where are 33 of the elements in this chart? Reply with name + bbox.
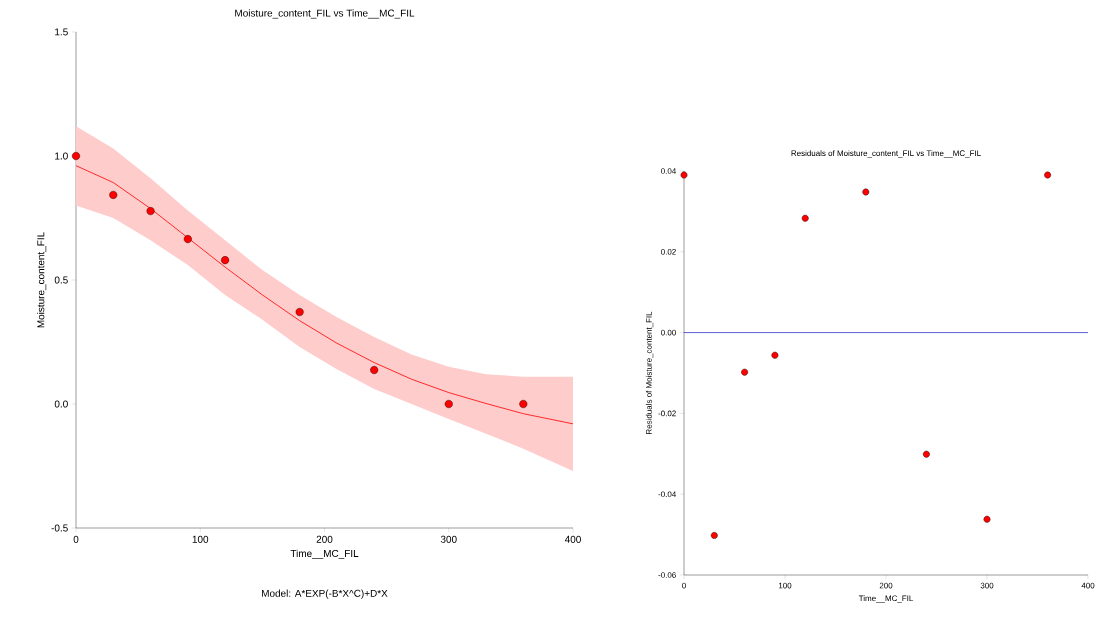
point xyxy=(862,188,870,196)
point xyxy=(221,256,230,265)
point xyxy=(680,171,688,179)
point xyxy=(109,190,118,199)
y-tick-label: 0.5 xyxy=(54,276,68,284)
x-tick-label: 100 xyxy=(192,535,209,543)
point xyxy=(146,207,155,216)
point xyxy=(295,307,304,316)
y-tick-label: 1.0 xyxy=(55,152,68,160)
point xyxy=(183,235,192,244)
point xyxy=(519,400,528,408)
chart-title: Moisture_content_FIL vs Time__MC_FIL xyxy=(235,9,415,19)
point xyxy=(710,532,718,539)
x-axis-title: Time__MC_FIL xyxy=(290,549,359,559)
x-tick-label: 0 xyxy=(73,535,79,543)
x-tick-label: 300 xyxy=(440,535,457,543)
x-tick-label: 200 xyxy=(316,535,333,543)
text: Model: A*EXP(-B*X^C)+D*X xyxy=(262,589,388,599)
point xyxy=(801,214,809,222)
point xyxy=(444,400,453,408)
y-axis-title: Moisture_content_FIL xyxy=(37,232,47,328)
point xyxy=(923,450,930,458)
y-tick-label: 0.0 xyxy=(54,400,68,408)
point xyxy=(370,366,379,375)
line-series xyxy=(75,165,574,425)
y-tick-label: -0.5 xyxy=(51,524,68,532)
point xyxy=(1044,171,1052,179)
y-tick-label: 1.5 xyxy=(55,28,68,36)
x-tick-label: 400 xyxy=(564,535,581,543)
point xyxy=(771,351,779,359)
point xyxy=(983,515,991,523)
point xyxy=(741,368,749,376)
point xyxy=(72,152,80,160)
